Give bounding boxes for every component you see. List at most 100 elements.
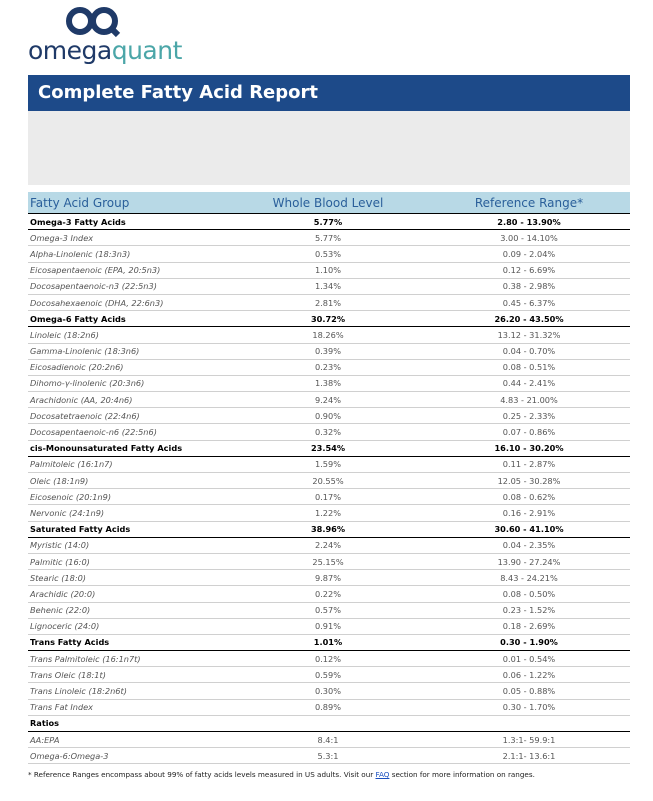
group-name: Ratios (28, 714, 228, 733)
group-row: Saturated Fatty Acids 38.96% 30.60 - 41.10… (28, 520, 630, 538)
acid-name: Omega-6:Omega-3 (28, 747, 228, 765)
acid-level: 0.89% (228, 699, 428, 716)
acid-level: 5.77% (228, 229, 428, 247)
logo-text: omegaquant (28, 36, 182, 65)
acid-level: 9.24% (228, 391, 428, 409)
acid-row: Palmitoleic (16:1n7) 1.59% 0.11 - 2.87% (28, 456, 630, 474)
group-level: 38.96% (228, 520, 428, 538)
acid-range: 0.01 - 0.54% (428, 650, 630, 668)
acid-range: 0.08 - 0.62% (428, 488, 630, 506)
acid-level: 0.17% (228, 488, 428, 506)
acid-name: Omega-3 Index (28, 229, 228, 247)
logo-omega: omega (28, 36, 112, 65)
acid-row: Palmitic (16:0) 25.15% 13.90 - 27.24% (28, 553, 630, 571)
acid-range: 0.06 - 1.22% (428, 666, 630, 684)
acid-name: Behenic (22:0) (28, 602, 228, 619)
acid-level: 2.81% (228, 294, 428, 312)
acid-range: 3.00 - 14.10% (428, 229, 630, 247)
acid-level: 20.55% (228, 472, 428, 490)
acid-range: 0.45 - 6.37% (428, 294, 630, 312)
acid-name: Eicosapentaenoic (EPA, 20:5n3) (28, 262, 228, 279)
footnote-text: section for more information on ranges. (389, 770, 535, 779)
acid-row: Eicosadienoic (20:2n6) 0.23% 0.08 - 0.51% (28, 359, 630, 376)
acid-range: 2.1:1- 13.6:1 (428, 747, 630, 765)
acid-name: Arachidic (20:0) (28, 585, 228, 603)
acid-level: 0.39% (228, 343, 428, 360)
acid-name: Trans Oleic (18:1t) (28, 666, 228, 684)
group-name: Omega-6 Fatty Acids (28, 310, 228, 328)
acid-range: 0.04 - 2.35% (428, 537, 630, 554)
acid-range: 1.3:1- 59.9:1 (428, 731, 630, 749)
group-level: 1.01% (228, 633, 428, 652)
acid-row: Stearic (18:0) 9.87% 8.43 - 24.21% (28, 569, 630, 587)
acid-range: 0.05 - 0.88% (428, 682, 630, 700)
footnote: * Reference Ranges encompass about 99% o… (28, 770, 535, 779)
acid-range: 0.11 - 2.87% (428, 456, 630, 474)
acid-row: Trans Linoleic (18:2n6t) 0.30% 0.05 - 0.88… (28, 682, 630, 700)
acid-row: Myristic (14:0) 2.24% 0.04 - 2.35% (28, 537, 630, 554)
acid-name: Myristic (14:0) (28, 537, 228, 554)
acid-level: 1.59% (228, 456, 428, 474)
group-level: 5.77% (228, 212, 428, 231)
acid-range: 0.18 - 2.69% (428, 618, 630, 635)
faq-link[interactable]: FAQ (375, 770, 390, 779)
group-range: 26.20 - 43.50% (428, 310, 630, 328)
acid-row: Trans Fat Index 0.89% 0.30 - 1.70% (28, 699, 630, 716)
acid-name: Trans Linoleic (18:2n6t) (28, 682, 228, 700)
acid-row: Linoleic (18:2n6) 18.26% 13.12 - 31.32% (28, 326, 630, 344)
acid-level: 0.53% (228, 245, 428, 263)
acid-range: 13.12 - 31.32% (428, 326, 630, 344)
acid-range: 0.07 - 0.86% (428, 423, 630, 441)
report-title: Complete Fatty Acid Report (28, 75, 630, 111)
acid-row: Arachidic (20:0) 0.22% 0.08 - 0.50% (28, 585, 630, 603)
acid-name: Trans Palmitoleic (16:1n7t) (28, 650, 228, 668)
acid-name: AA:EPA (28, 731, 228, 749)
acid-row: Omega-3 Index 5.77% 3.00 - 14.10% (28, 229, 630, 247)
acid-name: Eicosadienoic (20:2n6) (28, 359, 228, 376)
acid-row: Lignoceric (24:0) 0.91% 0.18 - 2.69% (28, 618, 630, 635)
acid-name: Trans Fat Index (28, 699, 228, 716)
acid-range: 0.04 - 0.70% (428, 343, 630, 360)
group-range: 0.30 - 1.90% (428, 633, 630, 652)
acid-level: 0.90% (228, 407, 428, 425)
column-header: Fatty Acid Group (28, 192, 228, 214)
logo-quant: quant (111, 36, 183, 65)
acid-level: 8.4:1 (228, 731, 428, 749)
acid-name: Oleic (18:1n9) (28, 472, 228, 490)
acid-range: 0.08 - 0.50% (428, 585, 630, 603)
acid-name: Docosapentaenoic-n3 (22:5n3) (28, 278, 228, 295)
acid-row: AA:EPA 8.4:1 1.3:1- 59.9:1 (28, 731, 630, 749)
acid-name: Stearic (18:0) (28, 569, 228, 587)
acid-level: 0.57% (228, 602, 428, 619)
acid-name: Docosahexaenoic (DHA, 22:6n3) (28, 294, 228, 312)
acid-name: Linoleic (18:2n6) (28, 326, 228, 344)
group-name: Saturated Fatty Acids (28, 520, 228, 538)
acid-row: Trans Palmitoleic (16:1n7t) 0.12% 0.01 - 0… (28, 650, 630, 668)
acid-level: 0.91% (228, 618, 428, 635)
acid-range: 0.08 - 0.51% (428, 359, 630, 376)
footnote-text: * Reference Ranges encompass about 99% o… (28, 770, 376, 779)
acid-name: Docosatetraenoic (22:4n6) (28, 407, 228, 425)
acid-level: 0.12% (228, 650, 428, 668)
acid-name: Palmitic (16:0) (28, 553, 228, 571)
acid-range: 0.12 - 6.69% (428, 262, 630, 279)
acid-name: Alpha-Linolenic (18:3n3) (28, 245, 228, 263)
acid-row: Oleic (18:1n9) 20.55% 12.05 - 30.28% (28, 472, 630, 490)
group-range: 30.60 - 41.10% (428, 520, 630, 538)
acid-level: 0.30% (228, 682, 428, 700)
header-row: Fatty Acid Group Whole Blood Level Refer… (28, 192, 630, 214)
group-row: Trans Fatty Acids 1.01% 0.30 - 1.90% (28, 633, 630, 652)
acid-range: 13.90 - 27.24% (428, 553, 630, 571)
group-range (428, 714, 630, 733)
acid-row: Gamma-Linolenic (18:3n6) 0.39% 0.04 - 0.70… (28, 343, 630, 360)
acid-row: Dihomo-γ-linolenic (20:3n6) 1.38% 0.44 - 2… (28, 375, 630, 393)
group-name: cis-Monounsaturated Fatty Acids (28, 439, 228, 457)
acid-row: Docosatetraenoic (22:4n6) 0.90% 0.25 - 2.3… (28, 407, 630, 425)
acid-row: Trans Oleic (18:1t) 0.59% 0.06 - 1.22% (28, 666, 630, 684)
acid-level: 0.23% (228, 359, 428, 376)
group-level: 30.72% (228, 310, 428, 328)
acid-row: Arachidonic (AA, 20:4n6) 9.24% 4.83 - 21.0… (28, 391, 630, 409)
acid-row: Eicosenoic (20:1n9) 0.17% 0.08 - 0.62% (28, 488, 630, 506)
group-name: Omega-3 Fatty Acids (28, 212, 228, 231)
